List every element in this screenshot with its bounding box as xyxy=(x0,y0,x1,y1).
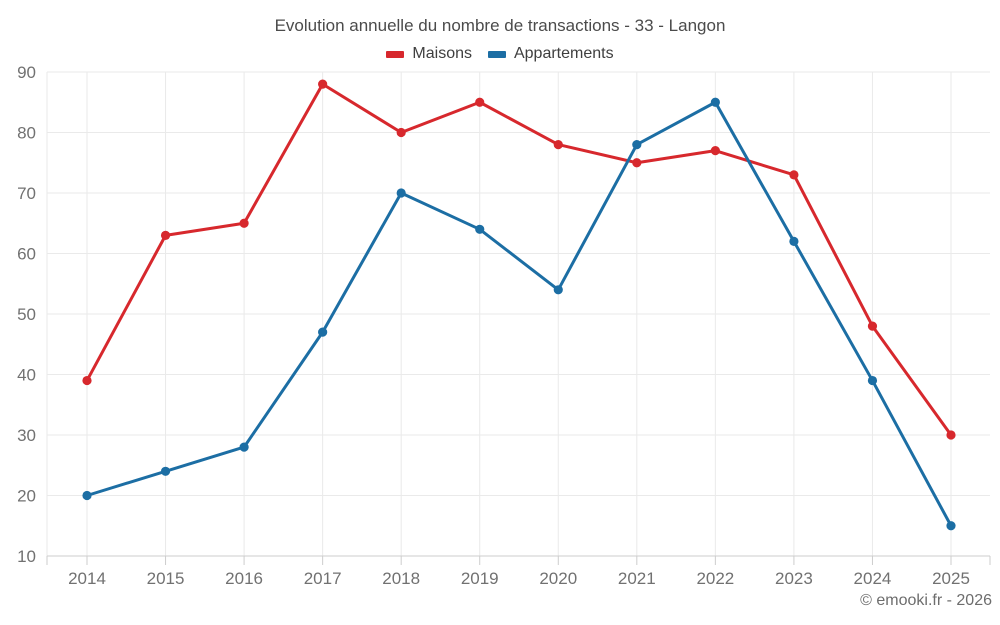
y-tick-label: 50 xyxy=(17,305,36,324)
x-tick-label: 2020 xyxy=(539,569,577,588)
data-point-appartements-2022[interactable] xyxy=(710,97,720,107)
data-point-maisons-2020[interactable] xyxy=(553,140,563,150)
series-line-maisons xyxy=(85,82,953,437)
x-tick-label: 2016 xyxy=(225,569,263,588)
data-point-appartements-2019[interactable] xyxy=(475,224,485,234)
legend-item-appartements[interactable]: Appartements xyxy=(487,45,614,63)
data-point-appartements-2025[interactable] xyxy=(946,521,956,531)
y-tick-label: 40 xyxy=(17,366,36,385)
x-tick-label: 2017 xyxy=(304,569,342,588)
y-tick-label: 20 xyxy=(17,487,36,506)
x-tick-label: 2014 xyxy=(68,569,106,588)
y-tick-label: 60 xyxy=(17,245,36,264)
data-point-appartements-2015[interactable] xyxy=(160,466,171,476)
data-point-maisons-2019[interactable] xyxy=(475,97,485,107)
data-point-maisons-2016[interactable] xyxy=(239,218,249,228)
y-tick-label: 30 xyxy=(17,426,36,445)
data-point-maisons-2018[interactable] xyxy=(396,127,406,138)
data-point-appartements-2017[interactable] xyxy=(318,327,328,337)
data-point-appartements-2016[interactable] xyxy=(239,442,249,452)
chart-title: Evolution annuelle du nombre de transact… xyxy=(274,16,726,35)
data-point-maisons-2022[interactable] xyxy=(710,146,720,156)
data-point-appartements-2024[interactable] xyxy=(867,375,878,386)
legend-label-maisons: Maisons xyxy=(412,45,472,62)
y-tick-label: 90 xyxy=(17,63,36,82)
legend-item-maisons[interactable]: Maisons xyxy=(386,45,472,63)
y-tick-label: 80 xyxy=(17,124,36,143)
chart-legend: Maisons Appartements xyxy=(0,45,1000,63)
series-line-appartements xyxy=(85,100,953,528)
x-tick-label: 2025 xyxy=(932,569,970,588)
y-tick-label: 70 xyxy=(17,184,36,203)
data-point-appartements-2023[interactable] xyxy=(789,236,799,246)
x-tick-label: 2024 xyxy=(854,569,892,588)
data-point-maisons-2024[interactable] xyxy=(867,321,878,331)
data-point-maisons-2014[interactable] xyxy=(82,375,92,386)
x-tick-label: 2022 xyxy=(696,569,734,588)
data-point-appartements-2021[interactable] xyxy=(632,140,642,150)
data-point-maisons-2025[interactable] xyxy=(946,430,956,440)
watermark: © emooki.fr - 2026 xyxy=(860,592,992,609)
legend-swatch-maisons xyxy=(386,50,405,58)
x-tick-label: 2021 xyxy=(618,569,656,588)
data-point-maisons-2017[interactable] xyxy=(318,79,328,89)
x-tick-label: 2015 xyxy=(147,569,185,588)
x-tick-label: 2018 xyxy=(382,569,420,588)
x-tick-label: 2019 xyxy=(461,569,499,588)
data-point-appartements-2018[interactable] xyxy=(396,188,406,198)
data-point-maisons-2023[interactable] xyxy=(789,170,799,180)
data-point-maisons-2015[interactable] xyxy=(160,230,171,240)
y-tick-label: 10 xyxy=(17,547,36,566)
data-point-maisons-2021[interactable] xyxy=(632,158,642,168)
data-point-appartements-2020[interactable] xyxy=(553,285,563,295)
legend-label-appartements: Appartements xyxy=(513,45,614,62)
legend-swatch-appartements xyxy=(487,50,506,58)
x-tick-label: 2023 xyxy=(775,569,813,588)
data-point-appartements-2014[interactable] xyxy=(82,490,92,501)
